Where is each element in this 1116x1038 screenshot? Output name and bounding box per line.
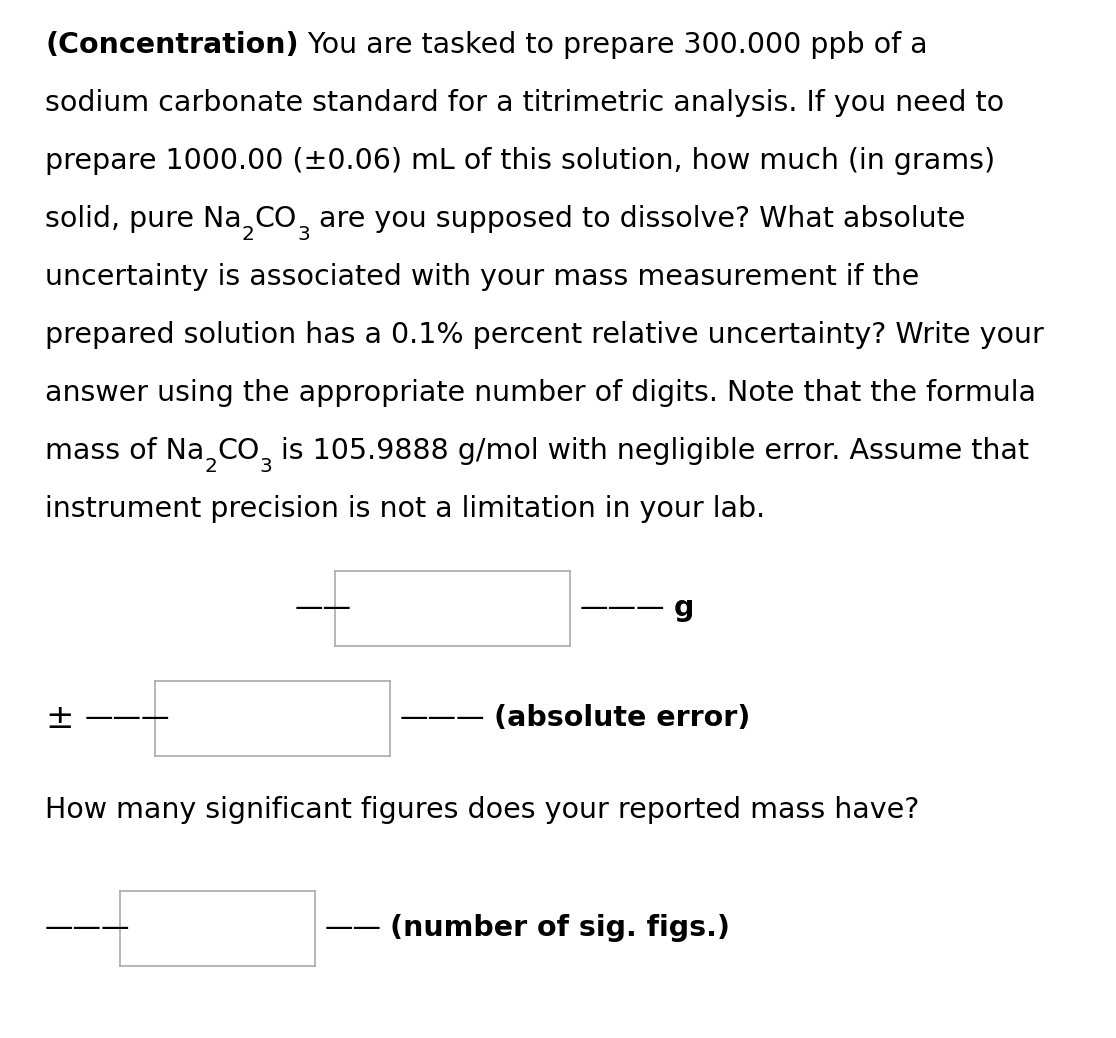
Text: sodium carbonate standard for a titrimetric analysis. If you need to: sodium carbonate standard for a titrimet… bbox=[45, 89, 1004, 117]
Text: 3: 3 bbox=[260, 457, 272, 476]
Text: mass of Na: mass of Na bbox=[45, 437, 204, 465]
Text: (number of sig. figs.): (number of sig. figs.) bbox=[389, 914, 730, 943]
Text: ±: ± bbox=[45, 702, 74, 735]
Text: (Concentration): (Concentration) bbox=[45, 31, 299, 59]
Text: ———: ——— bbox=[45, 914, 131, 943]
Text: is 105.9888 g/mol with negligible error. Assume that: is 105.9888 g/mol with negligible error.… bbox=[272, 437, 1029, 465]
Text: answer using the appropriate number of digits. Note that the formula: answer using the appropriate number of d… bbox=[45, 379, 1036, 407]
Text: uncertainty is associated with your mass measurement if the: uncertainty is associated with your mass… bbox=[45, 263, 920, 291]
Text: solid, pure Na: solid, pure Na bbox=[45, 204, 242, 233]
Text: CO: CO bbox=[218, 437, 260, 465]
Text: ———: ——— bbox=[400, 704, 485, 732]
Text: 2: 2 bbox=[204, 457, 218, 476]
Text: How many significant figures does your reported mass have?: How many significant figures does your r… bbox=[45, 796, 920, 824]
Text: instrument precision is not a limitation in your lab.: instrument precision is not a limitation… bbox=[45, 495, 766, 523]
Text: CO: CO bbox=[254, 204, 297, 233]
Text: ——: —— bbox=[295, 594, 352, 622]
Text: prepare 1000.00 (±0.06) mL of this solution, how much (in grams): prepare 1000.00 (±0.06) mL of this solut… bbox=[45, 147, 995, 175]
Text: are you supposed to dissolve? What absolute: are you supposed to dissolve? What absol… bbox=[310, 204, 965, 233]
Text: prepared solution has a 0.1% percent relative uncertainty? Write your: prepared solution has a 0.1% percent rel… bbox=[45, 321, 1043, 349]
Text: ———: ——— bbox=[85, 704, 171, 732]
Text: ——: —— bbox=[325, 914, 382, 943]
Text: 3: 3 bbox=[297, 225, 310, 244]
Text: 2: 2 bbox=[242, 225, 254, 244]
Text: ———: ——— bbox=[580, 594, 665, 622]
Text: (absolute error): (absolute error) bbox=[493, 704, 750, 732]
Text: You are tasked to prepare 300.000 ppb of a: You are tasked to prepare 300.000 ppb of… bbox=[299, 31, 927, 59]
Text: g: g bbox=[673, 594, 694, 622]
